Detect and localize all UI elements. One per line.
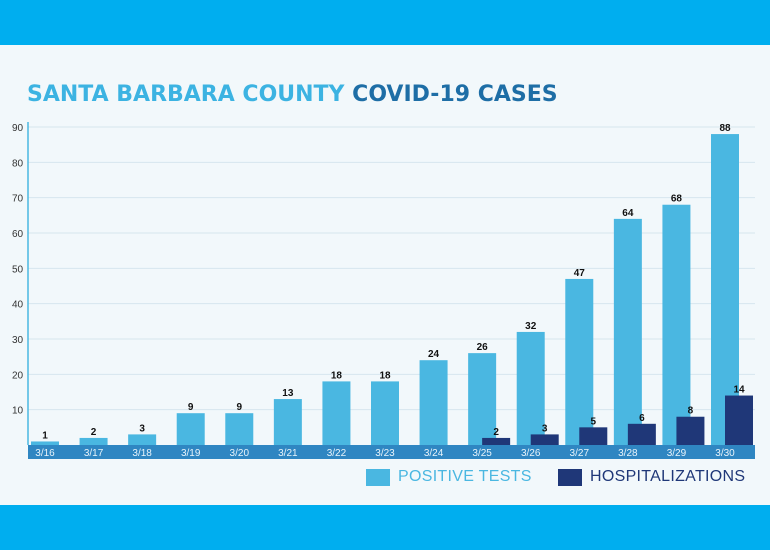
bar-positive-tests	[419, 360, 448, 445]
bottom-band	[0, 505, 770, 550]
y-tick-label: 30	[12, 335, 24, 346]
bar-positive-tests	[662, 204, 691, 445]
bar-positive-tests	[79, 437, 108, 445]
title-part-cases: COVID-19 CASES	[352, 82, 558, 107]
data-label-hospitalizations: 2	[493, 427, 499, 438]
bar-hospitalizations	[725, 395, 753, 445]
data-label-hospitalizations: 5	[591, 416, 597, 427]
top-band	[0, 0, 770, 45]
legend-swatch-hospitalizations	[558, 468, 582, 486]
bar-positive-tests	[31, 441, 59, 445]
legend-swatch-positive	[366, 468, 390, 486]
y-tick-label: 80	[12, 158, 24, 169]
x-tick-label: 3/21	[278, 448, 298, 459]
data-label-positive: 26	[477, 342, 489, 353]
bar-positive-tests	[371, 381, 399, 445]
x-tick-label: 3/22	[327, 448, 347, 459]
data-label-positive: 47	[574, 268, 586, 279]
bar-hospitalizations	[530, 434, 559, 445]
y-tick-label: 40	[12, 300, 24, 311]
x-tick-label: 3/30	[715, 448, 735, 459]
chart-title: SANTA BARBARA COUNTY COVID-19 CASES	[27, 82, 558, 107]
data-label-positive: 68	[671, 194, 683, 205]
bar-positive-tests	[468, 353, 497, 445]
bar-positive-tests	[613, 218, 642, 445]
y-tick-label: 90	[12, 123, 24, 134]
x-tick-label: 3/27	[570, 448, 590, 459]
x-tick-label: 3/17	[84, 448, 104, 459]
data-label-positive: 2	[91, 427, 97, 438]
x-tick-label: 3/26	[521, 448, 541, 459]
x-axis-band	[28, 445, 755, 459]
bar-positive-tests	[273, 399, 302, 445]
data-label-positive: 18	[379, 370, 391, 381]
bar-hospitalizations	[482, 437, 511, 445]
x-tick-label: 3/18	[132, 448, 152, 459]
data-label-hospitalizations: 6	[639, 413, 645, 424]
y-tick-label: 10	[12, 406, 24, 417]
bar-hospitalizations	[579, 427, 608, 445]
legend-item-hospitalizations: HOSPITALIZATIONS	[558, 468, 745, 486]
x-tick-label: 3/28	[618, 448, 638, 459]
data-label-positive: 88	[719, 123, 731, 134]
data-label-positive: 18	[331, 370, 343, 381]
x-tick-label: 3/16	[35, 448, 55, 459]
bar-positive-tests	[711, 134, 739, 446]
y-tick-label: 50	[12, 264, 24, 275]
x-tick-label: 3/20	[230, 448, 250, 459]
data-label-positive: 9	[188, 402, 194, 413]
legend-item-positive: POSITIVE TESTS	[366, 468, 532, 486]
bar-positive-tests	[128, 434, 157, 445]
data-label-hospitalizations: 14	[733, 385, 745, 396]
y-tick-label: 60	[12, 229, 24, 240]
bar-positive-tests	[565, 278, 594, 445]
legend-label-hospitalizations: HOSPITALIZATIONS	[590, 468, 746, 485]
bar-positive-tests	[516, 331, 545, 445]
data-label-positive: 32	[525, 321, 537, 332]
data-label-positive: 64	[622, 208, 634, 219]
data-label-positive: 24	[428, 349, 440, 360]
data-label-hospitalizations: 3	[542, 423, 548, 434]
y-tick-label: 70	[12, 194, 24, 205]
bar-hospitalizations	[627, 423, 656, 445]
data-label-positive: 13	[282, 388, 294, 399]
x-tick-label: 3/29	[667, 448, 687, 459]
bar-positive-tests	[322, 381, 351, 445]
x-tick-label: 3/23	[375, 448, 395, 459]
legend-label-positive: POSITIVE TESTS	[398, 468, 532, 485]
title-part-county: SANTA BARBARA COUNTY	[27, 82, 345, 107]
x-tick-label: 3/25	[472, 448, 492, 459]
y-tick-label: 20	[12, 370, 24, 381]
data-label-positive: 3	[139, 423, 145, 434]
bar-hospitalizations	[676, 416, 705, 445]
bar-positive-tests	[176, 413, 205, 445]
data-label-positive: 9	[237, 402, 243, 413]
x-tick-label: 3/24	[424, 448, 444, 459]
data-label-positive: 1	[42, 430, 48, 441]
bar-positive-tests	[225, 413, 254, 445]
data-label-hospitalizations: 8	[688, 406, 694, 417]
x-tick-label: 3/19	[181, 448, 201, 459]
